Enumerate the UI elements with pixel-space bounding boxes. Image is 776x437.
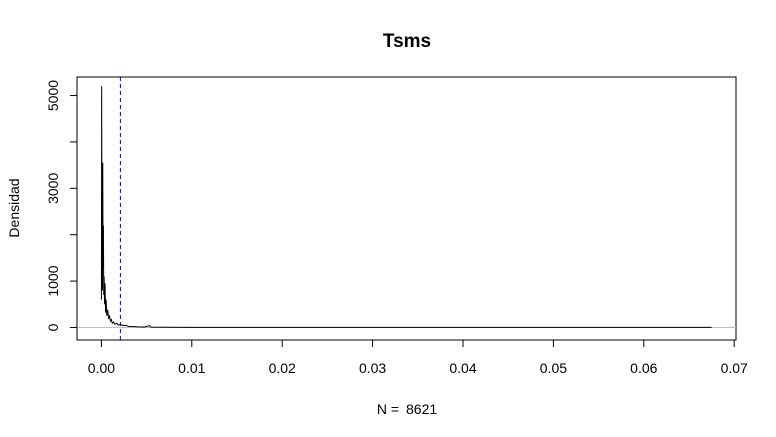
y-axis: 0 1000 3000 5000 — [45, 80, 78, 331]
x-tick-label: 0.01 — [178, 360, 205, 376]
x-tick-label: 0.07 — [721, 360, 748, 376]
density-series — [100, 86, 712, 328]
x-tick-label: 0.04 — [449, 360, 476, 376]
x-tick-label: 0.03 — [359, 360, 386, 376]
x-tick-label: 0.02 — [269, 360, 296, 376]
x-axis: 0.00 0.01 0.02 0.03 0.04 0.05 0.06 0.07 — [88, 339, 748, 376]
x-axis-label-value: 8621 — [406, 401, 437, 417]
x-tick-label: 0.05 — [540, 360, 567, 376]
plot-frame — [76, 76, 737, 341]
y-tick-label: 1000 — [45, 265, 61, 296]
chart-title: Tsms — [383, 31, 431, 52]
y-tick-label: 0 — [45, 323, 61, 331]
y-tick-label: 5000 — [45, 80, 61, 111]
x-tick-label: 0.06 — [630, 360, 657, 376]
x-tick-label: 0.00 — [88, 360, 115, 376]
x-axis-label-prefix: N = — [377, 401, 399, 417]
density-line-0 — [100, 86, 712, 328]
y-axis-label: Densidad — [6, 178, 22, 237]
y-tick-label: 3000 — [45, 173, 61, 204]
